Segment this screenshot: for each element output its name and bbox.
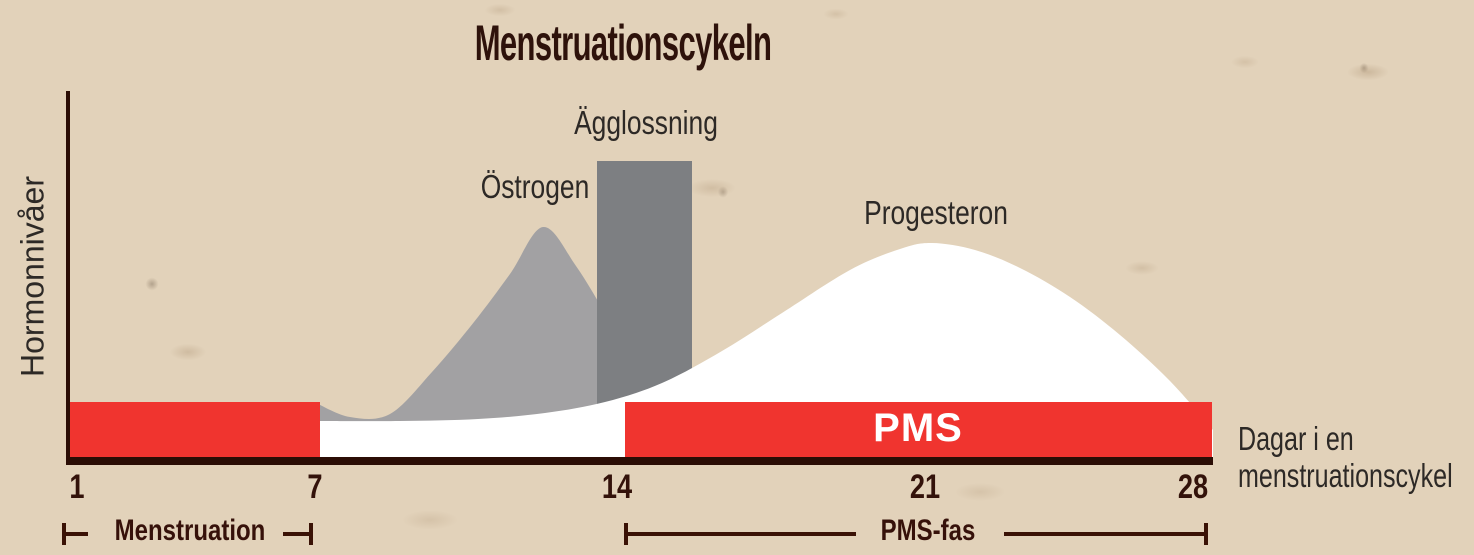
menstruation-bracket-line bbox=[283, 532, 313, 536]
pms-bracket-cap bbox=[1204, 523, 1208, 545]
pms-band bbox=[625, 402, 1212, 458]
y-axis-line bbox=[66, 91, 70, 457]
x-tick-1: 1 bbox=[69, 468, 85, 506]
menstruation-bracket-cap bbox=[62, 523, 66, 545]
progesterone-label: Progesteron bbox=[864, 194, 1008, 231]
estrogen-label: Östrogen bbox=[480, 168, 590, 205]
x-axis-label-line-2: menstruationscykel bbox=[1238, 457, 1453, 494]
pms-bracket-cap bbox=[624, 523, 628, 545]
pms-bracket-line bbox=[1004, 532, 1208, 536]
chart-title: Menstruationscykeln bbox=[474, 15, 772, 71]
x-tick-7: 7 bbox=[307, 468, 323, 506]
pms-phase-label: PMS-fas bbox=[880, 514, 976, 547]
x-axis-line bbox=[66, 457, 1213, 465]
x-tick-21: 21 bbox=[909, 468, 941, 506]
ovulation-label: Ägglossning bbox=[574, 104, 718, 141]
y-axis-label: Hormonnivåer bbox=[14, 176, 51, 377]
menstruation-band bbox=[68, 402, 320, 458]
menstruation-bracket-line bbox=[62, 532, 88, 536]
menstruation-bracket-cap bbox=[309, 523, 313, 545]
x-tick-28: 28 bbox=[1177, 468, 1209, 506]
x-axis-label-line-1: Dagar i en bbox=[1238, 420, 1354, 457]
pms-bracket-line bbox=[624, 532, 856, 536]
pms-band-label: PMS bbox=[873, 406, 963, 450]
x-tick-14: 14 bbox=[601, 468, 633, 506]
x-axis-label: Dagar i en menstruationscykel bbox=[1238, 420, 1453, 494]
menstruation-phase-label: Menstruation bbox=[114, 514, 266, 547]
